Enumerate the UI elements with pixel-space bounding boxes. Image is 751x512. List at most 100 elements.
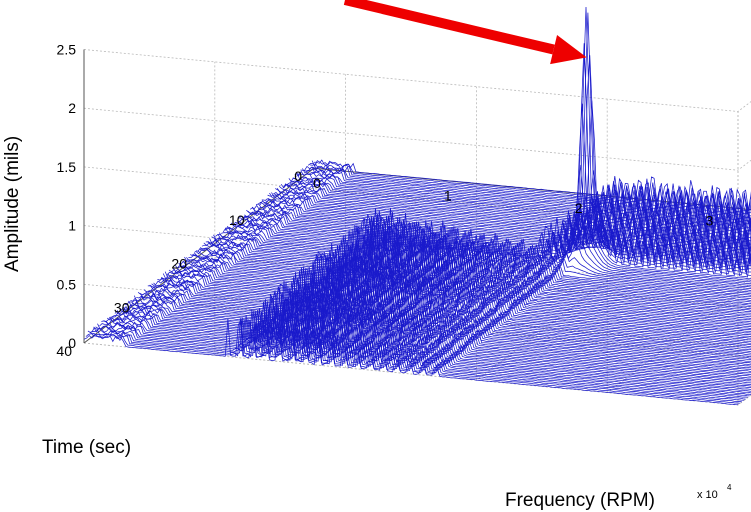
z-tick-label: 1.5 [57,159,77,175]
waterfall-slice [307,163,751,215]
waterfall-slice [269,192,751,248]
waterfall-slice [174,253,751,329]
waterfall-slice [288,178,751,232]
waterfall-slice [112,301,751,382]
waterfall-slice [222,218,751,288]
gridline-back-z [83,166,739,230]
tick-labels: 00.511.522.5010203040012345 [56,42,714,360]
waterfall-slice [91,315,746,400]
waterfall-slice [151,266,751,349]
waterfall-slice [209,224,751,299]
gridline-side-z [737,218,751,230]
z-axis-label: Amplitude (mils) [2,136,23,272]
waterfall-slice [182,242,751,323]
waterfall-slice [303,165,751,219]
waterfall-slice [178,253,751,326]
waterfall-slice [180,250,751,324]
frequency-tick-label: 1 [444,188,452,204]
gridline-floor-t [141,298,751,358]
waterfall-slice [188,245,751,318]
waterfall-slice [136,285,751,362]
waterfall-slice [192,239,751,314]
waterfall-slice [184,252,751,321]
waterfall-slice [207,225,751,301]
waterfall-slice [153,268,751,347]
waterfall-slice [224,211,751,286]
waterfall-slice [311,160,751,212]
frequency-tick-label: 3 [706,212,714,228]
waterfall-slice [186,244,751,319]
time-tick-label: 40 [56,343,72,359]
waterfall-slice [257,201,751,258]
waterfall-slice [215,217,751,295]
frequency-tick-label: 0 [313,175,321,191]
waterfall-slice [139,280,751,359]
waterfall-slice [93,316,748,398]
waterfall-slice [253,204,751,262]
gridline-back-z [83,107,739,171]
waterfall-slice [122,292,751,374]
waterfall-slice [161,261,751,341]
frequency-axis-line [313,167,751,211]
waterfall-slice [133,281,751,364]
waterfall-slice [103,309,751,390]
waterfall-slice [226,164,751,285]
waterfall-slice [162,264,751,339]
waterfall-slice [271,192,751,246]
waterfall-slice [166,253,751,336]
waterfall-slice [292,177,751,228]
gridline-back-z [83,49,739,112]
waterfall-slice [95,319,750,397]
z-tick-label: 2 [68,100,76,116]
waterfall-slice [213,220,751,296]
waterfall-slice [249,206,751,265]
waterfall-slice [259,200,751,256]
waterfall-slice [228,103,751,283]
time-tick-label: 10 [229,212,245,228]
waterfall-slice [286,181,751,233]
waterfall-slice [275,188,751,243]
time-tick-label: 30 [114,299,130,315]
waterfall-slice [114,304,751,380]
waterfall-slice [234,12,751,278]
waterfall-slice [300,169,751,222]
waterfall-slice [157,266,751,344]
waterfall-slice [101,310,751,392]
waterfall-slice [143,272,751,356]
waterfall-slice [240,170,751,273]
waterfall-slice [172,251,751,331]
waterfall-slice [280,183,751,238]
z-tick-label: 2.5 [57,42,77,58]
waterfall-slice [265,197,751,252]
waterfall-slice [310,163,751,214]
waterfall-slice [105,308,751,389]
waterfall-slice [141,276,751,358]
arrow-shaft [343,0,555,55]
waterfall-slice [201,231,751,306]
waterfall-slice [106,306,751,387]
waterfall-slice [159,269,751,342]
waterfall-slice [137,287,751,361]
x-axis-label: Frequency (RPM) [505,490,655,511]
waterfall-slice [193,235,751,313]
waterfall-slice [190,242,751,316]
waterfall-slice [211,223,751,298]
waterfall-slice [195,235,751,311]
waterfall-slice [306,165,751,217]
waterfall-slice [199,229,751,308]
gridline-side-z [737,159,751,171]
waterfall-slice [128,283,751,369]
red-arrow-annotation [343,0,587,65]
waterfall-slice [248,210,751,266]
waterfall-slice [230,43,751,281]
waterfall-slice [168,251,751,334]
waterfall-slice [149,267,751,351]
x-multiplier-label: x 10 [697,489,718,501]
waterfall-slice [116,296,751,379]
waterfall-slice [120,290,751,376]
waterfall-slice [89,319,744,401]
waterfall-slice [147,270,751,352]
waterfall-slice [124,287,751,372]
waterfall-slice [132,280,751,366]
